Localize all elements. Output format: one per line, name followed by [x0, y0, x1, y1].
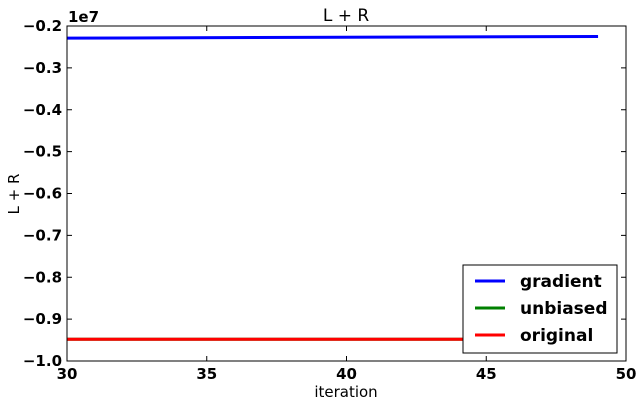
legend-label-gradient: gradient [520, 272, 602, 292]
plot-area [66, 25, 627, 362]
y-tick-label: −0.5 [23, 143, 62, 161]
x-tick-label: 40 [336, 365, 357, 383]
legend-label-original: original [520, 326, 593, 346]
x-axis-label: iteration [314, 383, 377, 401]
y-tick-label: −0.2 [23, 17, 62, 35]
x-tick-label: 45 [476, 365, 497, 383]
x-tick-label: 50 [616, 365, 637, 383]
y-offset-label: 1e7 [68, 8, 99, 26]
legend-label-unbiased: unbiased [520, 299, 608, 319]
y-tick-label: −0.6 [23, 185, 62, 203]
y-tick-label: −0.3 [23, 59, 62, 77]
legend: gradient unbiased original [462, 264, 618, 354]
x-tick-label: 30 [57, 365, 78, 383]
chart-title: L + R [323, 6, 370, 26]
y-tick-label: −0.4 [23, 101, 62, 119]
x-tick-label: 35 [196, 365, 217, 383]
y-tick-label: −0.8 [23, 268, 62, 286]
y-tick-label: −1.0 [23, 352, 62, 370]
y-tick-label: −0.9 [23, 310, 62, 328]
series-line-gradient [66, 34, 599, 40]
y-axis-label: L + R [5, 174, 23, 215]
y-tick-label: −0.7 [23, 226, 62, 244]
